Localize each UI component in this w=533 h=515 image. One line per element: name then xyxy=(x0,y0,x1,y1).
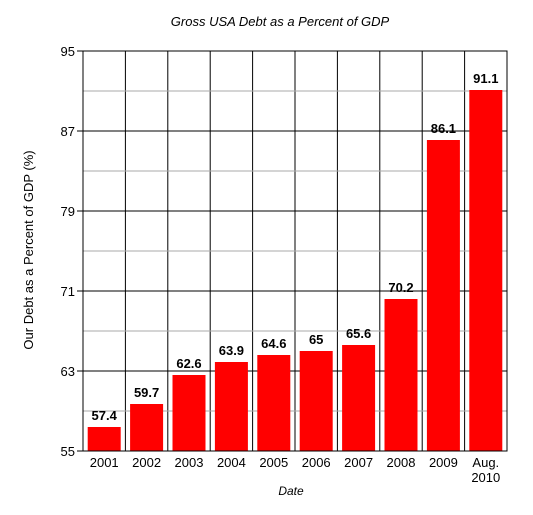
data-label: 64.6 xyxy=(261,336,286,351)
y-tick-label: 79 xyxy=(61,204,75,219)
x-tick-label: 2006 xyxy=(302,455,331,470)
data-label: 63.9 xyxy=(219,343,244,358)
x-tick-label: 2005 xyxy=(259,455,288,470)
bar xyxy=(87,427,121,451)
x-axis-label: Date xyxy=(278,484,304,498)
y-tick-label: 71 xyxy=(61,284,75,299)
y-ticks: 55 63 71 79 87 95 xyxy=(61,44,83,459)
x-tick-label: 2002 xyxy=(132,455,161,470)
chart-title: Gross USA Debt as a Percent of GDP xyxy=(171,14,390,29)
y-axis-label: Our Debt as a Percent of GDP (%) xyxy=(21,150,36,349)
data-labels: 57.4 59.7 62.6 63.9 64.6 65 65.6 70.2 86.1 91.1 xyxy=(92,71,499,423)
data-label: 91.1 xyxy=(473,71,498,86)
bar xyxy=(469,90,503,451)
data-label: 65.6 xyxy=(346,326,371,341)
x-tick-label: 2009 xyxy=(429,455,458,470)
y-tick-label: 55 xyxy=(61,444,75,459)
bar xyxy=(342,345,376,451)
y-tick-label: 87 xyxy=(61,124,75,139)
data-label: 62.6 xyxy=(176,356,201,371)
data-label: 59.7 xyxy=(134,385,159,400)
data-label: 57.4 xyxy=(92,408,118,423)
y-tick-label: 63 xyxy=(61,364,75,379)
plot-frame xyxy=(82,50,508,452)
x-tick-label: Aug. 2010 xyxy=(471,455,500,485)
x-tick-label: 2008 xyxy=(387,455,416,470)
bar xyxy=(257,355,291,451)
bars xyxy=(87,90,503,451)
data-label: 70.2 xyxy=(388,280,413,295)
bar xyxy=(130,404,164,451)
x-tick-label: 2004 xyxy=(217,455,246,470)
y-tick-label: 95 xyxy=(61,44,75,59)
x-ticks: 2001 2002 2003 2004 2005 2006 2007 2008 2009 Aug.… xyxy=(90,455,501,485)
bar xyxy=(172,375,206,451)
bar xyxy=(426,140,460,451)
x-tick-label: 2003 xyxy=(175,455,204,470)
bar xyxy=(384,299,418,451)
bar xyxy=(299,351,333,451)
data-label: 65 xyxy=(309,332,323,347)
x-tick-label: 2001 xyxy=(90,455,119,470)
data-label: 86.1 xyxy=(431,121,456,136)
bar xyxy=(214,362,248,451)
x-tick-label: 2007 xyxy=(344,455,373,470)
